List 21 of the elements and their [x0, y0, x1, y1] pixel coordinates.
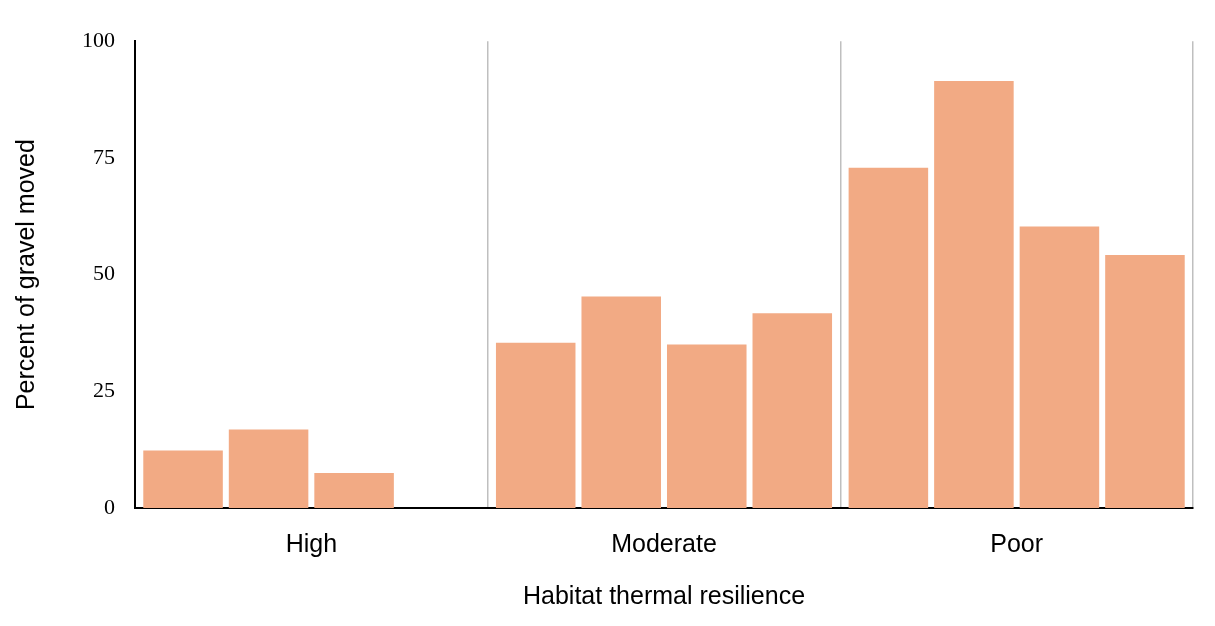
x-tick-label: Moderate [611, 528, 717, 557]
bar [143, 450, 223, 508]
y-tick-label: 50 [93, 260, 115, 286]
x-tick-label: Poor [990, 528, 1044, 557]
bar [1105, 254, 1185, 508]
bar [752, 313, 833, 508]
bar [228, 429, 309, 508]
bar [581, 296, 662, 508]
bar [848, 167, 929, 508]
y-axis-title: Percent of gravel moved [10, 139, 39, 411]
bar [934, 80, 1014, 508]
y-tick-label: 75 [93, 143, 115, 169]
x-axis-title: Habitat thermal resilience [522, 580, 806, 609]
y-tick-label: 25 [93, 377, 115, 403]
bar [666, 344, 747, 508]
y-tick-label: 100 [82, 26, 115, 52]
bar [314, 472, 394, 508]
bar [1019, 226, 1100, 508]
bar [495, 342, 576, 508]
y-tick-label: 0 [104, 493, 115, 519]
x-tick-label: High [285, 528, 338, 557]
